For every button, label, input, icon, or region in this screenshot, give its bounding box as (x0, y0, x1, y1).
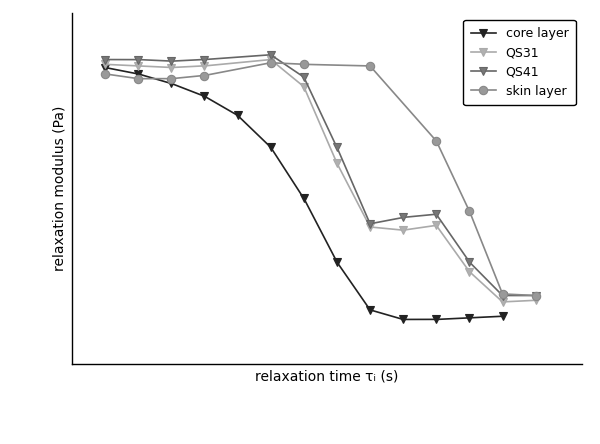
Legend: core layer, QS31, QS41, skin layer: core layer, QS31, QS41, skin layer (463, 20, 576, 105)
Y-axis label: relaxation modulus (Pa): relaxation modulus (Pa) (52, 106, 67, 271)
X-axis label: relaxation time τᵢ (s): relaxation time τᵢ (s) (256, 370, 398, 384)
